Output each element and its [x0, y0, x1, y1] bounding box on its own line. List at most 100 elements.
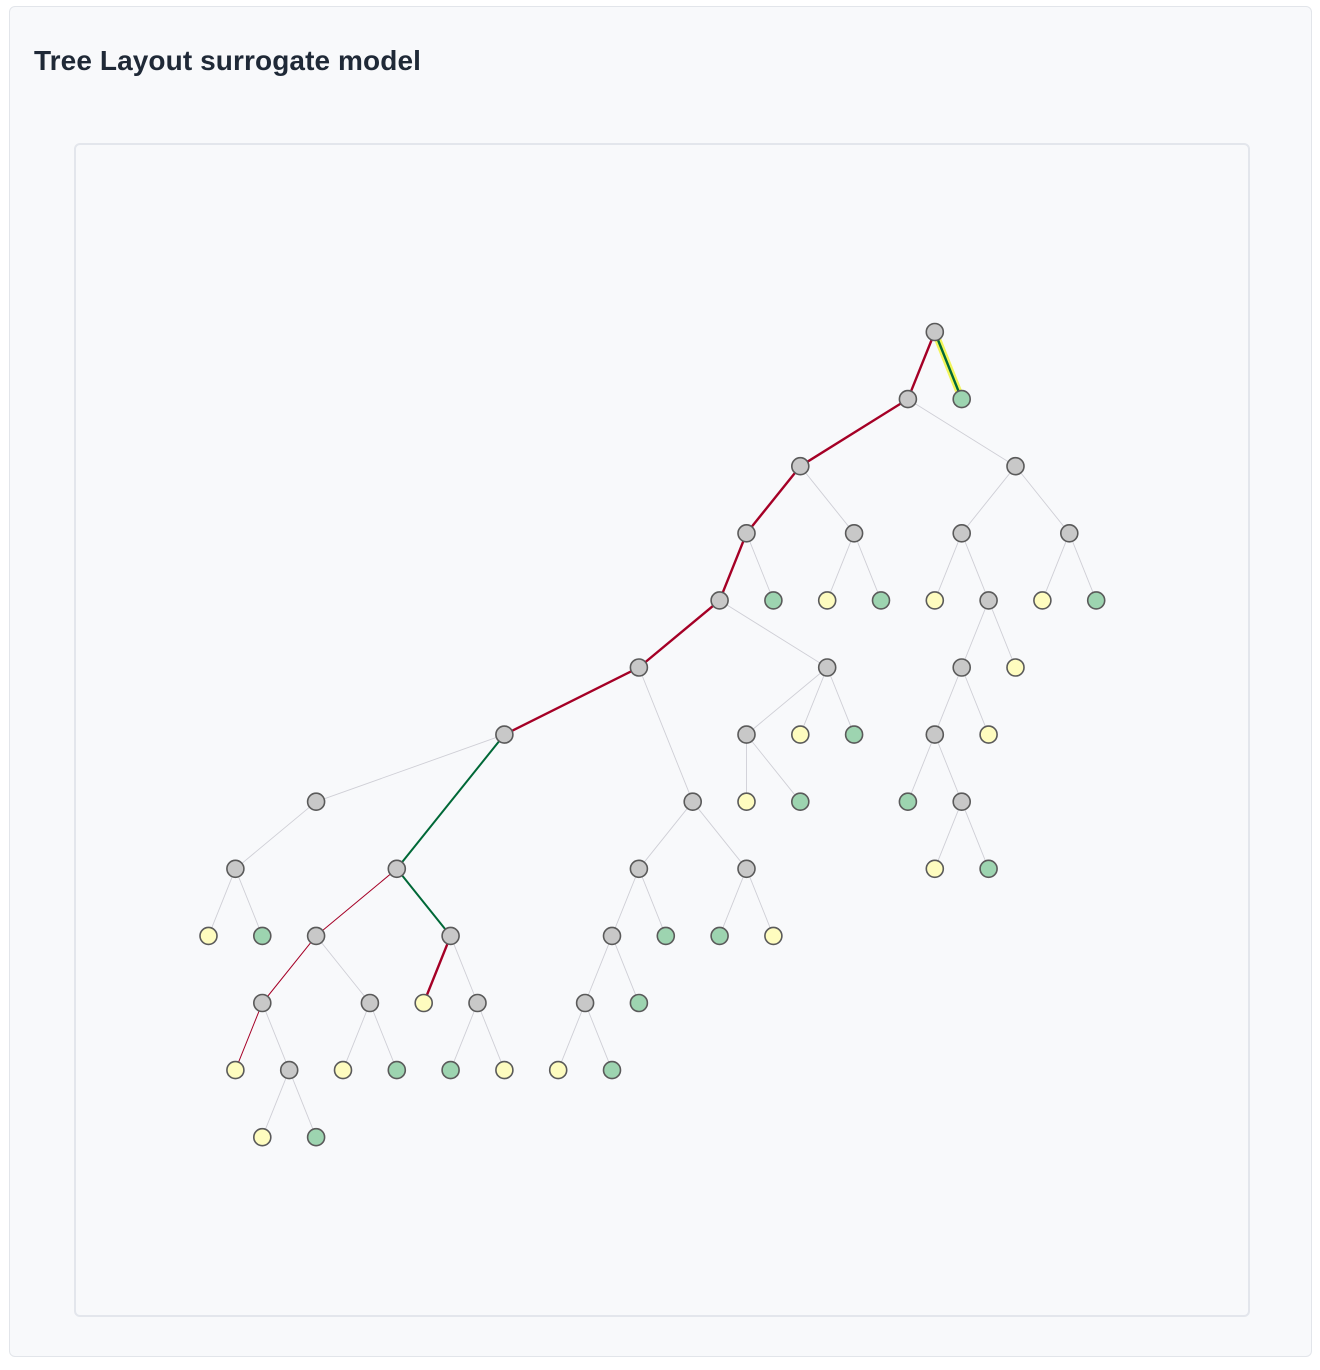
tree-edge-n3-n6 [799, 465, 855, 534]
tree-node-internal-n22[interactable] [737, 725, 756, 744]
tree-edge-n42-n49 [422, 934, 452, 1005]
tree-node-internal-n27[interactable] [306, 792, 326, 812]
tree-edge-n17-n21 [503, 666, 641, 736]
tree-edge-n54-n62 [288, 1069, 317, 1138]
tree-node-leaf-yellow-n15[interactable] [1033, 591, 1052, 610]
tree-node-internal-n32[interactable] [952, 792, 972, 812]
tree-node-internal-n35[interactable] [629, 859, 649, 879]
tree-node-internal-n8[interactable] [1059, 523, 1079, 543]
tree-edge-n4-n8 [1015, 465, 1070, 534]
tree-edge-n19-n26 [961, 667, 990, 736]
tree-node-leaf-yellow-n49[interactable] [414, 993, 434, 1013]
tree-diagram[interactable] [76, 145, 1248, 1315]
card-title: Tree Layout surrogate model [34, 45, 422, 76]
tree-node-internal-n6[interactable] [844, 523, 864, 543]
tree-node-internal-n51[interactable] [575, 993, 595, 1013]
tree-node-leaf-yellow-n39[interactable] [199, 926, 218, 946]
tree-edge-n51-n60 [584, 1002, 613, 1071]
tree-node-internal-n42[interactable] [441, 926, 460, 946]
tree-edge-n32-n38 [961, 801, 990, 870]
tree-node-leaf-yellow-n46[interactable] [764, 926, 783, 946]
tree-edge-n28-n35 [638, 801, 694, 870]
tree-node-leaf-yellow-n29[interactable] [737, 792, 756, 812]
tree-node-leaf-green-n60[interactable] [602, 1060, 622, 1080]
tree-edge-n48-n56 [369, 1002, 398, 1071]
tree-node-leaf-yellow-n11[interactable] [817, 591, 837, 610]
tree-node-internal-n21[interactable] [495, 725, 514, 744]
tree-edge-n33-n39 [208, 868, 236, 937]
tree-edge-n25-n32 [934, 734, 963, 803]
tree-node-internal-n4[interactable] [1006, 456, 1025, 476]
tree-node-internal-n47[interactable] [253, 993, 272, 1013]
tree-node-internal-n54[interactable] [279, 1060, 299, 1080]
tree-node-leaf-green-n62[interactable] [306, 1127, 326, 1147]
tree-node-leaf-green-n16[interactable] [1086, 591, 1106, 610]
tree-node-internal-n14[interactable] [979, 591, 998, 610]
tree-node-internal-n28[interactable] [683, 792, 703, 812]
tree-node-internal-n25[interactable] [925, 725, 945, 744]
tree-node-leaf-yellow-n26[interactable] [979, 725, 998, 744]
tree-node-leaf-green-n40[interactable] [253, 926, 272, 946]
tree-node-internal-n17[interactable] [629, 658, 649, 677]
tree-node-leaf-green-n56[interactable] [387, 1060, 407, 1080]
tree-edge-n50-n58 [477, 1002, 505, 1071]
tree-node-internal-n5[interactable] [737, 523, 756, 543]
tree-node-leaf-yellow-n59[interactable] [548, 1060, 568, 1080]
tree-node-internal-n3[interactable] [790, 456, 810, 476]
tree-node-leaf-green-n31[interactable] [898, 792, 918, 812]
tree-node-internal-n50[interactable] [468, 993, 487, 1013]
tree-edge-n43-n52 [611, 935, 640, 1004]
tree-edge-n18-n22 [746, 667, 828, 736]
tree-node-internal-n36[interactable] [737, 859, 756, 879]
tree-node-internal-n34[interactable] [387, 859, 407, 879]
tree-edge-n6-n12 [853, 532, 882, 601]
tree-edge-n35-n43 [611, 868, 640, 937]
tree-node-leaf-green-n38[interactable] [979, 859, 998, 879]
tree-node-internal-n41[interactable] [306, 926, 326, 946]
tree-node-leaf-green-n12[interactable] [871, 591, 891, 610]
tree-edge-n47-n53 [234, 1002, 263, 1071]
tree-node-leaf-yellow-n37[interactable] [925, 859, 945, 879]
tree-edge-n6-n11 [826, 532, 855, 601]
tree-node-leaf-yellow-n61[interactable] [253, 1127, 272, 1147]
tree-node-leaf-green-n52[interactable] [629, 993, 649, 1013]
card: Tree Layout surrogate model [9, 6, 1312, 1357]
tree-edge-n5-n10 [746, 532, 774, 601]
tree-node-leaf-yellow-n53[interactable] [226, 1060, 245, 1080]
tree-edge-n50-n57 [450, 1002, 478, 1071]
tree-node-leaf-green-n57[interactable] [441, 1060, 460, 1080]
tree-edge-n1-n4 [907, 398, 1016, 467]
tree-node-internal-n48[interactable] [360, 993, 380, 1013]
tree-node-internal-n7[interactable] [952, 523, 972, 543]
tree-edge-n27-n33 [234, 801, 317, 870]
tree-node-leaf-green-n10[interactable] [764, 591, 783, 610]
tree-node-internal-n9[interactable] [710, 591, 729, 610]
tree-node-leaf-green-n44[interactable] [656, 926, 676, 946]
tree-node-internal-n33[interactable] [226, 859, 245, 879]
tree-node-internal-n43[interactable] [602, 926, 622, 946]
tree-node-leaf-green-n30[interactable] [790, 792, 810, 812]
tree-node-internal-n0[interactable] [925, 322, 945, 342]
tree-node-internal-n19[interactable] [952, 658, 972, 677]
tree-node-leaf-yellow-n20[interactable] [1006, 658, 1025, 677]
tree-edge-n4-n7 [961, 465, 1016, 534]
tree-node-internal-n18[interactable] [817, 658, 837, 677]
tree-edge-n47-n54 [261, 1002, 290, 1071]
tree-node-leaf-yellow-n13[interactable] [925, 591, 945, 610]
tree-node-leaf-green-n2[interactable] [952, 389, 972, 409]
tree-edge-n36-n46 [746, 868, 774, 937]
tree-edge-n41-n48 [315, 935, 371, 1004]
tree-edge-n35-n44 [638, 868, 667, 937]
tree-node-leaf-yellow-n55[interactable] [333, 1060, 353, 1080]
tree-edge-n54-n61 [261, 1069, 290, 1138]
tree-edge-n0-n2 [933, 330, 963, 401]
tree-edge-n8-n16 [1068, 532, 1097, 601]
tree-edges [208, 328, 1097, 1138]
tree-edge-n32-n37 [934, 801, 963, 870]
tree-node-leaf-yellow-n23[interactable] [790, 725, 810, 744]
tree-node-internal-n1[interactable] [898, 389, 918, 409]
tree-edge-n0-n1 [906, 330, 936, 401]
tree-node-leaf-yellow-n58[interactable] [495, 1060, 514, 1080]
tree-node-leaf-green-n45[interactable] [710, 926, 729, 946]
tree-node-leaf-green-n24[interactable] [844, 725, 864, 744]
